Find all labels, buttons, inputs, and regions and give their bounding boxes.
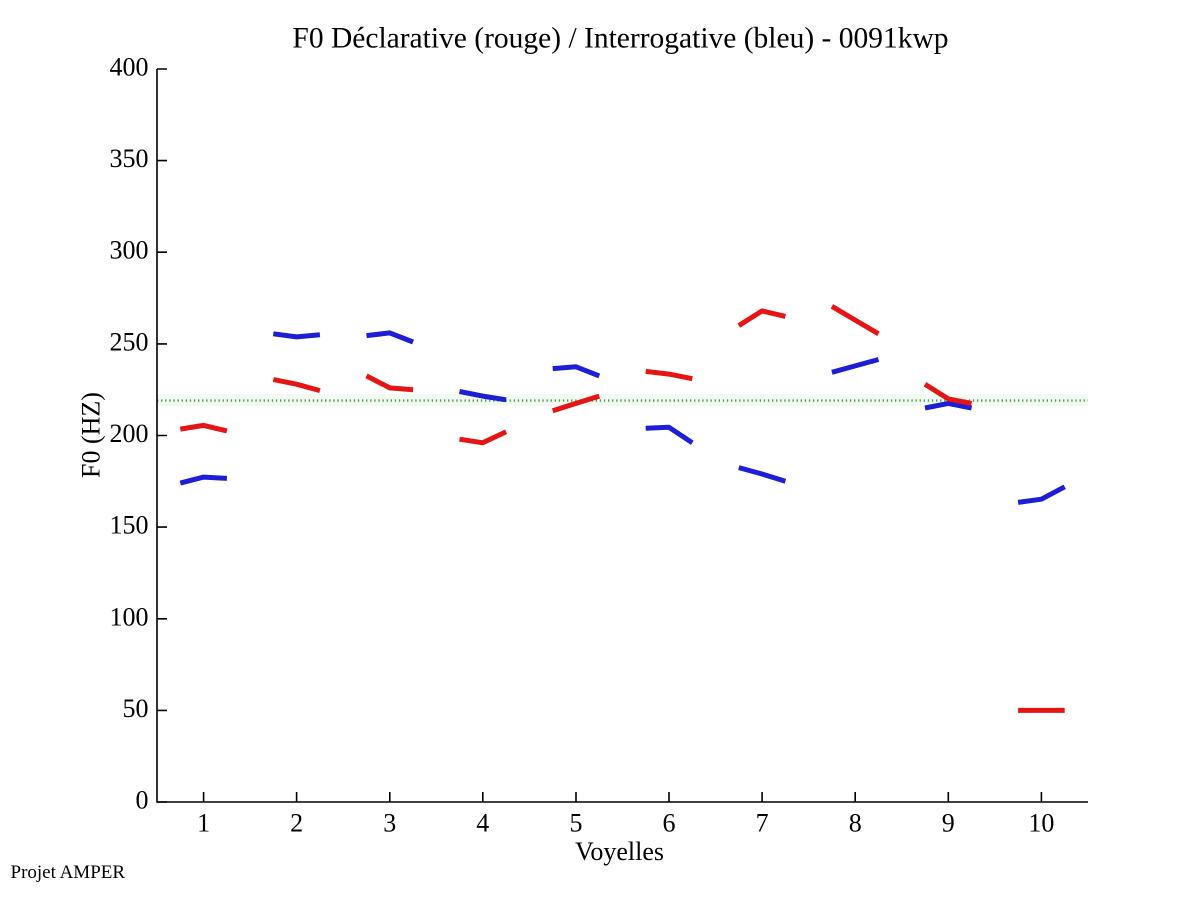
svg-text:100: 100 xyxy=(110,602,149,631)
svg-text:400: 400 xyxy=(110,53,149,82)
svg-text:250: 250 xyxy=(110,327,149,356)
svg-text:5: 5 xyxy=(570,809,583,838)
svg-text:50: 50 xyxy=(123,694,149,723)
svg-text:2: 2 xyxy=(290,809,303,838)
svg-text:4: 4 xyxy=(476,809,489,838)
svg-text:0: 0 xyxy=(136,786,149,815)
svg-text:350: 350 xyxy=(110,144,149,173)
svg-text:F0 Déclarative (rouge) / Inter: F0 Déclarative (rouge) / Interrogative (… xyxy=(292,22,948,54)
svg-text:3: 3 xyxy=(383,809,396,838)
svg-text:6: 6 xyxy=(663,809,676,838)
svg-text:8: 8 xyxy=(849,809,862,838)
svg-text:10: 10 xyxy=(1028,809,1054,838)
svg-text:200: 200 xyxy=(110,419,149,448)
svg-text:F0 (HZ): F0 (HZ) xyxy=(77,392,106,478)
svg-text:1: 1 xyxy=(197,809,210,838)
svg-text:9: 9 xyxy=(942,809,955,838)
svg-text:Voyelles: Voyelles xyxy=(575,837,664,866)
svg-text:300: 300 xyxy=(110,236,149,265)
svg-text:150: 150 xyxy=(110,511,149,540)
svg-text:7: 7 xyxy=(756,809,769,838)
svg-text:Projet AMPER: Projet AMPER xyxy=(11,862,126,883)
